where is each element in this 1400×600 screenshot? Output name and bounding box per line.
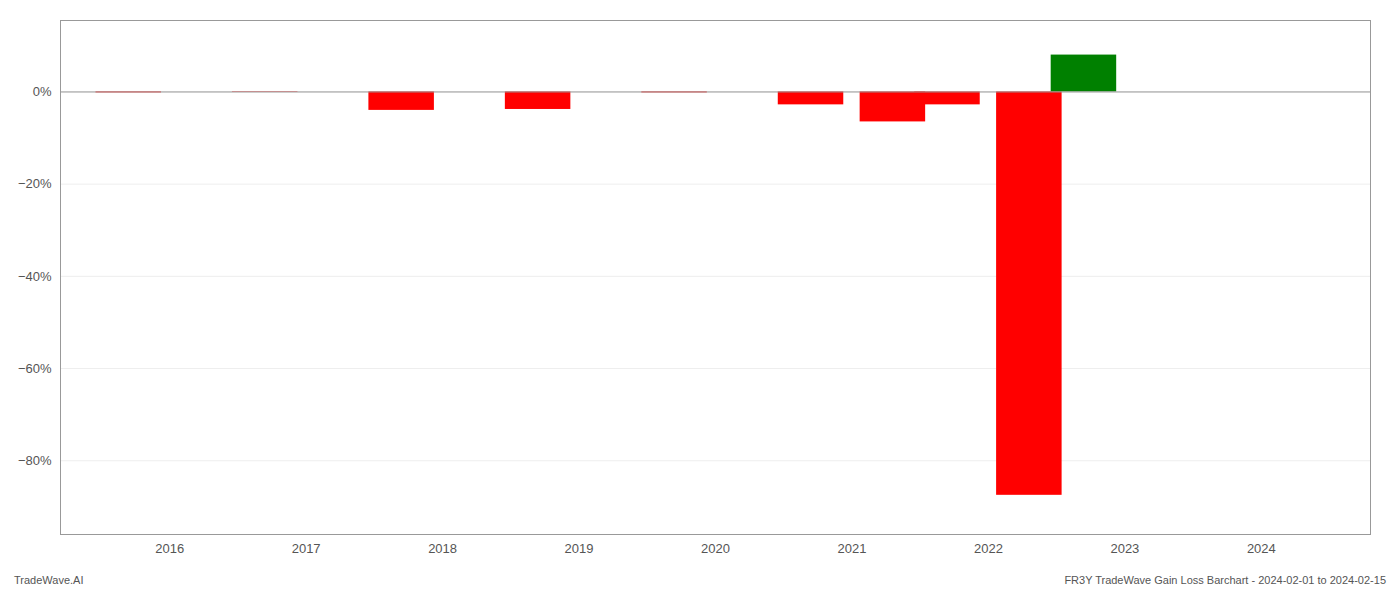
svg-text:2016: 2016 <box>155 541 184 556</box>
svg-text:2018: 2018 <box>428 541 457 556</box>
svg-text:2017: 2017 <box>292 541 321 556</box>
svg-text:−40%: −40% <box>18 269 52 284</box>
svg-text:−20%: −20% <box>18 176 52 191</box>
svg-text:−80%: −80% <box>18 453 52 468</box>
svg-text:−60%: −60% <box>18 361 52 376</box>
svg-text:2019: 2019 <box>565 541 594 556</box>
svg-text:0%: 0% <box>33 84 52 99</box>
svg-text:2024: 2024 <box>1247 541 1276 556</box>
svg-text:2021: 2021 <box>837 541 866 556</box>
svg-text:2022: 2022 <box>974 541 1003 556</box>
html-text:FR3Y TradeWave Gain Loss Barch: FR3Y TradeWave Gain Loss Barchart - 2024… <box>1064 574 1386 586</box>
html-text:TradeWave.AI: TradeWave.AI <box>14 574 84 586</box>
svg-text:2020: 2020 <box>701 541 730 556</box>
svg-text:2023: 2023 <box>1110 541 1139 556</box>
